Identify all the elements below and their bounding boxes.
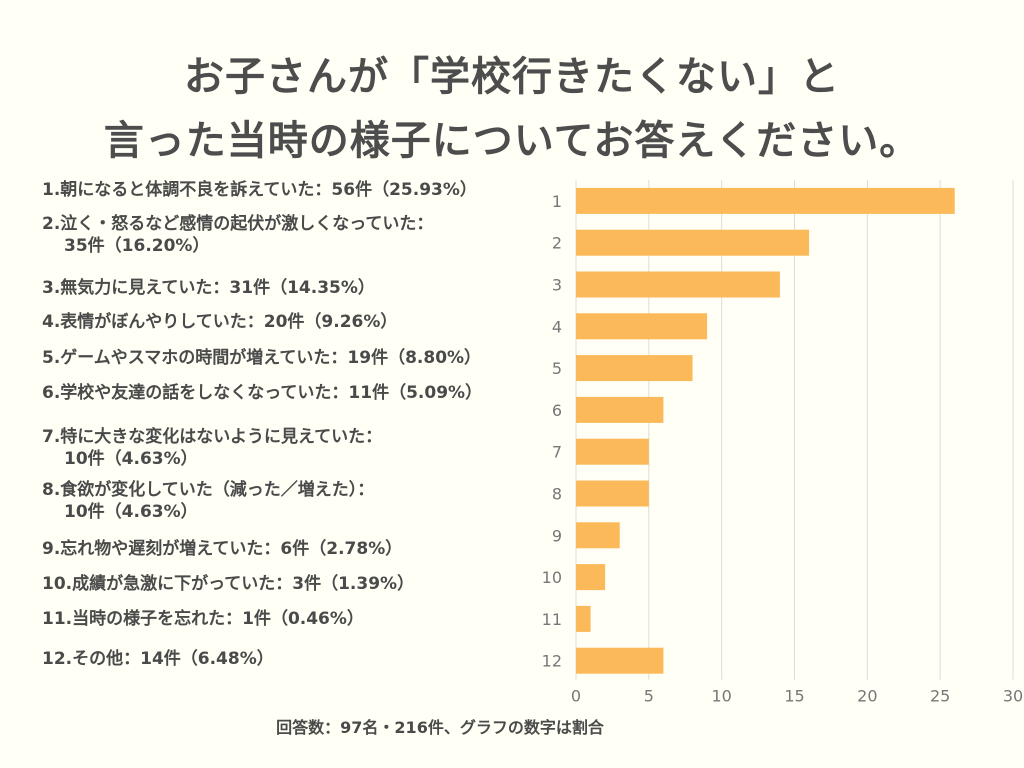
x-tick-label: 0 <box>571 687 581 706</box>
bar <box>576 229 810 256</box>
item-label-count: 10件（4.63%） <box>64 449 198 469</box>
y-tick-label: 6 <box>552 401 562 420</box>
footer-note: 回答数：97名・216件、グラフの数字は割合 <box>276 718 604 737</box>
y-tick-label: 7 <box>552 443 562 462</box>
bar <box>576 438 649 465</box>
item-label-count: 35件（16.20%） <box>64 236 210 256</box>
bar <box>576 564 606 591</box>
y-tick-label: 5 <box>552 359 562 378</box>
x-tick-label: 15 <box>784 687 804 706</box>
item-label: 5.ゲームやスマホの時間が増えていた：19件（8.80%） <box>42 347 481 369</box>
x-tick-label: 5 <box>644 687 654 706</box>
y-tick-label: 11 <box>542 610 562 629</box>
y-tick-label: 9 <box>552 526 562 545</box>
bar <box>576 522 620 549</box>
item-label-text: 10.成績が急激に下がっていた：3件（1.39%） <box>42 574 415 594</box>
bar <box>576 355 693 382</box>
y-tick-label: 12 <box>542 652 562 671</box>
item-label-text: 6.学校や友達の話をしなくなっていた：11件（5.09%） <box>42 383 483 403</box>
y-tick-label: 4 <box>552 317 562 336</box>
item-label: 2.泣く・怒るなど感情の起伏が激しくなっていた： 35件（16.20%） <box>42 213 433 257</box>
x-tick-label: 30 <box>1003 687 1023 706</box>
y-tick-label: 8 <box>552 485 562 504</box>
item-label-count: 10件（4.63%） <box>64 502 198 522</box>
x-tick-label: 25 <box>930 687 950 706</box>
item-label: 10.成績が急激に下がっていた：3件（1.39%） <box>42 573 414 595</box>
item-label: 12.その他：14件（6.48%） <box>42 648 274 670</box>
y-tick-label: 10 <box>542 568 562 587</box>
item-label: 7.特に大きな変化はないように見えていた： 10件（4.63%） <box>42 426 382 470</box>
item-label-text: 9.忘れ物や遅刻が増えていた：6件（2.78%） <box>42 539 403 559</box>
bar <box>576 271 780 298</box>
bar <box>576 605 591 632</box>
item-label-text: 3.無気力に見えていた：31件（14.35%） <box>42 278 375 298</box>
bar <box>576 313 708 340</box>
x-tick-label: 20 <box>857 687 877 706</box>
item-label: 4.表情がぼんやりしていた：20件（9.26%） <box>42 311 397 333</box>
y-tick-label: 2 <box>552 234 562 253</box>
item-label-text: 2.泣く・怒るなど感情の起伏が激しくなっていた： <box>42 214 434 234</box>
bar <box>576 647 664 674</box>
item-label-text: 7.特に大きな変化はないように見えていた： <box>42 427 383 447</box>
bar <box>576 480 649 507</box>
item-label-text: 4.表情がぼんやりしていた：20件（9.26%） <box>42 312 398 332</box>
item-label: 11.当時の様子を忘れた：1件（0.46%） <box>42 608 364 630</box>
bar <box>576 396 664 423</box>
x-tick-label: 10 <box>711 687 731 706</box>
chart-title-line-1: お子さんが「学校行きたくない」と <box>184 54 840 100</box>
item-label-text: 11.当時の様子を忘れた：1件（0.46%） <box>42 609 364 629</box>
chart-title-line-2: 言った当時の様子についてお答えください。 <box>103 118 921 164</box>
item-label: 9.忘れ物や遅刻が増えていた：6件（2.78%） <box>42 538 402 560</box>
item-label-text: 8.食欲が変化していた（減った／増えた）： <box>42 480 375 500</box>
item-label-text: 12.その他：14件（6.48%） <box>42 649 274 669</box>
item-label-text: 1.朝になると体調不良を訴えていた：56件（25.93%） <box>42 180 477 200</box>
y-tick-label: 3 <box>552 276 562 295</box>
item-label: 8.食欲が変化していた（減った／増えた）： 10件（4.63%） <box>42 479 374 523</box>
item-label: 6.学校や友達の話をしなくなっていた：11件（5.09%） <box>42 382 482 404</box>
item-label-text: 5.ゲームやスマホの時間が増えていた：19件（8.80%） <box>42 348 482 368</box>
y-tick-label: 1 <box>552 192 562 211</box>
item-label: 1.朝になると体調不良を訴えていた：56件（25.93%） <box>42 179 477 201</box>
item-label: 3.無気力に見えていた：31件（14.35%） <box>42 277 375 299</box>
bar <box>576 187 955 214</box>
